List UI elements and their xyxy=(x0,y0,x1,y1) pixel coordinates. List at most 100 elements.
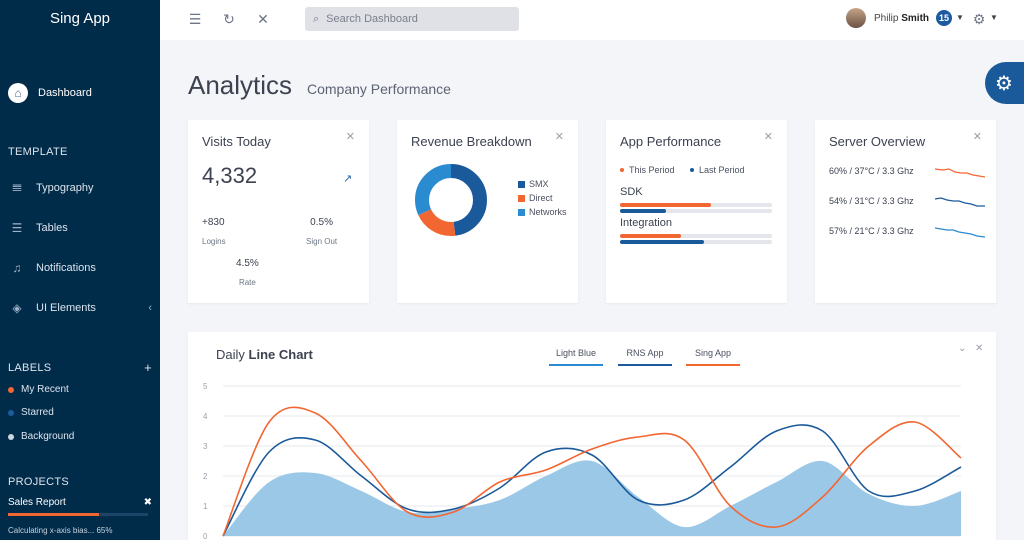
card-title: Server Overview xyxy=(829,134,926,149)
label-dot xyxy=(8,409,14,416)
legend-swatch xyxy=(518,180,525,188)
legend-label: This Period xyxy=(629,165,675,175)
label-dot xyxy=(8,386,14,393)
stat-value: 4.5% xyxy=(236,258,259,269)
sdk-last-track xyxy=(620,209,772,213)
legend-light-blue[interactable]: Light Blue xyxy=(549,348,603,366)
labels-title: LABELS xyxy=(8,361,52,374)
stat-value: 0.5% xyxy=(310,217,333,228)
chart-title-bold: Line Chart xyxy=(248,347,313,362)
legend-rns-app[interactable]: RNS App xyxy=(618,348,672,366)
app-logo[interactable]: Sing App xyxy=(49,10,111,27)
server-card: Server Overview ✕ 60% / 37°C / 3.3 Ghz 5… xyxy=(815,120,996,303)
donut-slice-direct xyxy=(415,164,487,236)
close-icon[interactable]: ✕ xyxy=(257,10,269,27)
refresh-icon[interactable]: ↻ xyxy=(223,10,235,27)
sidebar-item-label: UI Elements xyxy=(36,302,96,314)
sidebar-item-tables[interactable]: ☰ Tables xyxy=(8,216,152,240)
y-tick-label: 5 xyxy=(203,382,208,391)
search-icon: ⌕ xyxy=(313,12,320,25)
sdk-this-fill xyxy=(620,203,712,207)
page-title: Analytics xyxy=(188,70,293,100)
label-item-my-recent[interactable]: My Recent xyxy=(8,384,69,395)
sidebar-item-label: Dashboard xyxy=(38,87,92,99)
series-rns-app xyxy=(222,424,962,537)
gear-icon[interactable]: ⚙ xyxy=(972,10,986,27)
chevron-down-icon[interactable]: ⌄ xyxy=(958,343,967,354)
user-first-name: Philip xyxy=(874,13,899,24)
daily-line-chart: 0 1 2 3 4 5 xyxy=(203,382,962,540)
sidebar-item-label: Notifications xyxy=(36,262,96,274)
server-row-text: 60% / 37°C / 3.3 Ghz xyxy=(829,166,914,176)
tables-icon: ☰ xyxy=(11,221,23,235)
add-label-icon[interactable]: + xyxy=(144,360,152,375)
app-performance-card: App Performance ✕ This Period Last Perio… xyxy=(606,120,787,303)
label-text: Background xyxy=(21,431,75,442)
revenue-donut-chart xyxy=(415,164,487,236)
legend-this-period: This Period xyxy=(620,165,675,175)
sidebar-item-dashboard[interactable]: ⌂ Dashboard xyxy=(8,81,152,105)
sidebar-item-typography[interactable]: 𝍣 Typography xyxy=(8,176,152,200)
legend-label: Networks xyxy=(529,207,567,217)
stat-signout: 0.5% Sign Out xyxy=(306,217,337,246)
legend-label: Last Period xyxy=(699,165,745,175)
sidebar-item-ui-elements[interactable]: ◈ UI Elements ‹ xyxy=(8,296,152,320)
card-title: Visits Today xyxy=(202,134,271,149)
y-tick-label: 2 xyxy=(203,472,208,481)
close-icon[interactable]: ✕ xyxy=(972,131,982,143)
stat-label: Logins xyxy=(202,237,226,246)
series-sing-app xyxy=(222,406,962,537)
sidebar: Sing App ⌂ Dashboard TEMPLATE 𝍣 Typograp… xyxy=(0,0,160,540)
stat-rate: 4.5% Rate xyxy=(236,258,259,287)
user-name[interactable]: Philip Smith xyxy=(874,13,929,24)
chevron-down-icon[interactable]: ▼ xyxy=(990,13,998,22)
labels-section-title: LABELS + xyxy=(8,360,152,375)
template-section-title: TEMPLATE xyxy=(8,146,68,158)
label-item-starred[interactable]: Starred xyxy=(8,407,54,418)
legend-label: Direct xyxy=(529,193,553,203)
legend-direct: Direct xyxy=(518,193,553,203)
y-tick-label: 3 xyxy=(203,442,208,451)
metric-label: Integration xyxy=(620,217,672,229)
user-last-name: Smith xyxy=(901,13,930,24)
project-name: Sales Report xyxy=(8,497,66,508)
integration-this-fill xyxy=(620,234,681,238)
integration-this-track xyxy=(620,234,772,238)
legend-sing-app[interactable]: Sing App xyxy=(686,348,740,366)
server-sparkline xyxy=(935,168,985,178)
chart-title: Daily Line Chart xyxy=(216,347,313,362)
top-header: ☰ ↻ ✕ ⌕ Philip Smith 15 ▼ ⚙ ▼ xyxy=(160,0,1024,40)
avatar[interactable] xyxy=(846,8,866,28)
sdk-this-track xyxy=(620,203,772,207)
card-title: Revenue Breakdown xyxy=(411,134,532,149)
label-text: Starred xyxy=(21,407,54,418)
close-icon[interactable]: ✕ xyxy=(975,343,984,354)
close-icon[interactable]: ✕ xyxy=(345,131,355,143)
sidebar-item-notifications[interactable]: ♫ Notifications xyxy=(8,256,152,280)
sdk-last-fill xyxy=(620,209,666,213)
label-dot xyxy=(8,433,14,440)
projects-section-title: PROJECTS xyxy=(8,476,70,488)
chevron-down-icon[interactable]: ▼ xyxy=(956,13,964,22)
stat-label: Rate xyxy=(238,278,256,287)
project-item[interactable]: Sales Report ✖ xyxy=(8,497,152,508)
legend-dot xyxy=(620,168,624,172)
close-icon[interactable]: ✕ xyxy=(554,131,564,143)
search-input[interactable] xyxy=(326,13,507,25)
page-subtitle: Company Performance xyxy=(307,81,451,97)
legend-swatch xyxy=(518,208,525,216)
legend-swatch xyxy=(518,194,525,202)
settings-fab[interactable]: ⚙ xyxy=(985,62,1024,104)
integration-last-track xyxy=(620,240,772,244)
legend-label: SMX xyxy=(529,179,549,189)
close-icon[interactable]: ✕ xyxy=(763,131,773,143)
notification-badge[interactable]: 15 xyxy=(936,10,952,26)
integration-last-fill xyxy=(620,240,704,244)
search-box[interactable]: ⌕ xyxy=(305,7,519,31)
menu-icon[interactable]: ☰ xyxy=(188,10,202,27)
stat-logins: +830 Logins xyxy=(202,217,226,246)
chevron-left-icon: ‹ xyxy=(148,302,152,314)
line-chart-panel: Daily Line Chart Light Blue RNS App Sing… xyxy=(188,332,996,540)
label-item-background[interactable]: Background xyxy=(8,431,74,442)
close-icon[interactable]: ✖ xyxy=(143,497,152,508)
